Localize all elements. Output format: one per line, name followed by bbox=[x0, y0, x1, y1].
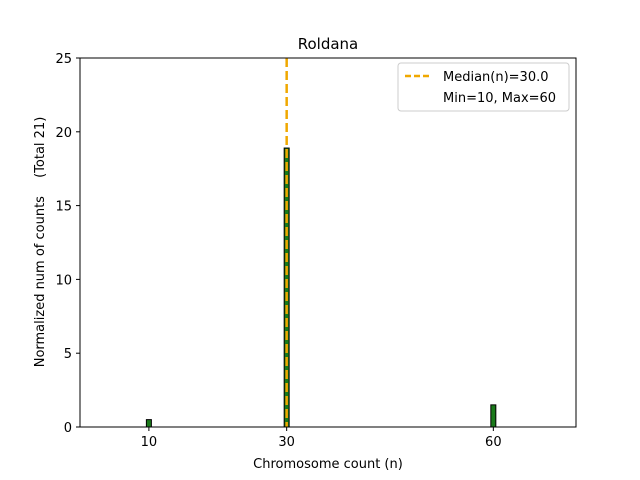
legend: Median(n)=30.0 Min=10, Max=60 bbox=[397, 62, 570, 112]
y-tick-label: 20 bbox=[55, 126, 72, 141]
legend-box bbox=[397, 62, 570, 112]
x-axis-label: Chromosome count (n) bbox=[253, 457, 403, 472]
bar-10 bbox=[145, 419, 152, 428]
y-tick-label: 10 bbox=[55, 273, 72, 288]
bar-60 bbox=[490, 404, 497, 428]
y-ticks: 0 5 10 15 20 25 bbox=[55, 52, 80, 436]
y-tick-label: 0 bbox=[64, 421, 72, 436]
bars-group bbox=[145, 147, 497, 428]
legend-median-label: Median(n)=30.0 bbox=[443, 70, 549, 85]
x-tick-label: 30 bbox=[278, 435, 295, 450]
y-tick-label: 5 bbox=[64, 347, 72, 362]
y-axis-label: Normalized num of counts (Total 21) bbox=[33, 117, 48, 368]
legend-min-max-label: Min=10, Max=60 bbox=[443, 91, 556, 106]
plot-frame bbox=[79, 57, 577, 428]
y-axis-label-main: Normalized num of counts bbox=[33, 196, 48, 367]
y-tick-label: 25 bbox=[55, 52, 72, 67]
x-ticks: 10 30 60 bbox=[141, 427, 502, 450]
y-tick-label: 15 bbox=[55, 200, 72, 215]
x-tick-label: 60 bbox=[485, 435, 502, 450]
y-axis-label-total: (Total 21) bbox=[33, 117, 48, 178]
x-tick-label: 10 bbox=[141, 435, 158, 450]
chart-title: Roldana bbox=[298, 35, 359, 53]
